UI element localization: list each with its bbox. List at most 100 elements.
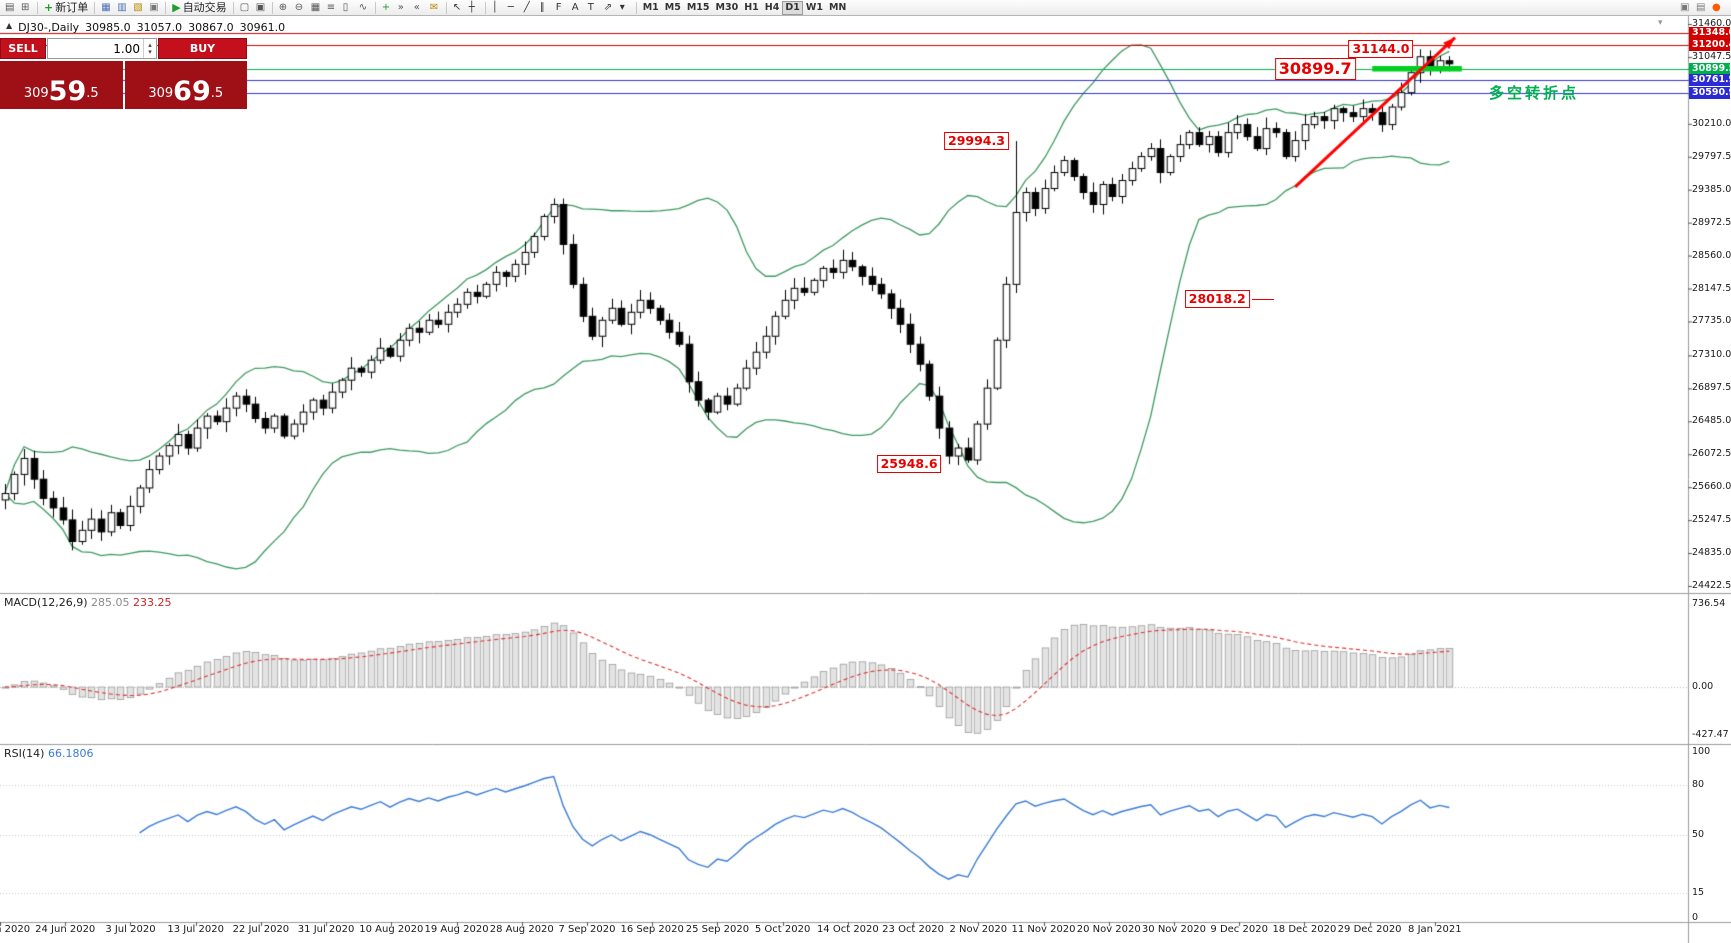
annotation-29994[interactable]: 29994.3 [944, 132, 1009, 151]
date-axis-label: 20 Nov 2020 [1076, 924, 1141, 935]
docking-icon[interactable]: ▣ [1677, 1, 1693, 15]
date-axis-label: 9 Dec 2020 [1210, 924, 1268, 935]
volume-spinner[interactable]: ▴ ▾ [143, 39, 156, 58]
date-axis-label: 7 Sep 2020 [558, 924, 616, 935]
sell-price-button[interactable]: 309 59.5 [0, 61, 123, 109]
price-dec: .5 [210, 86, 224, 101]
date-axis-label: 22 Jul 2020 [232, 924, 290, 935]
rsi-axis-label: 15 [1692, 887, 1705, 899]
date-axis-label: 10 Aug 2020 [359, 924, 424, 935]
date-axis-label: 23 Oct 2020 [882, 924, 944, 935]
timeframe-w1-button[interactable]: W1 [803, 1, 826, 15]
timeframe-h1-button[interactable]: H1 [741, 1, 762, 15]
price-axis-label: 26897.5 [1692, 382, 1731, 394]
timeframe-m1-button[interactable]: M1 [640, 1, 662, 15]
volume-up-icon[interactable]: ▴ [148, 40, 152, 49]
timeframe-m15-button[interactable]: M15 [684, 1, 713, 15]
toolbar-separator [374, 1, 376, 14]
price-axis-label: 29797.5 [1692, 150, 1731, 162]
cursor-icon[interactable]: ↖ [450, 1, 466, 15]
alert-badge-icon[interactable]: ● [1709, 1, 1725, 15]
rsi-axis-label: 50 [1692, 829, 1705, 840]
price-axis-label: 30210.0 [1692, 117, 1731, 129]
terminal-icon[interactable]: ▣ [146, 1, 162, 15]
timeframe-d1-button[interactable]: D1 [782, 0, 803, 15]
market-watch-icon[interactable]: ▦ [98, 1, 114, 15]
chart-region: ▲ DJ30-,Daily 30985.0 31057.0 30867.0 30… [0, 16, 1731, 943]
auto-trading-button[interactable]: ▶ 自动交易 [169, 1, 229, 15]
toolbar-separator [94, 1, 96, 14]
macd-axis-label: 0.00 [1692, 681, 1714, 693]
chart-canvas[interactable] [0, 16, 1731, 943]
price-tag-blue: 30590.9 [1689, 87, 1731, 100]
turning-point-note[interactable]: 多空转折点 [1489, 84, 1580, 103]
date-axis-label: 13 Jul 2020 [167, 924, 224, 935]
channel-icon[interactable]: ∥ [537, 1, 553, 15]
line-chart-mode-icon[interactable]: ∿ [356, 1, 372, 15]
cascade-windows-icon[interactable]: ▣ [253, 1, 269, 15]
tile-windows-icon[interactable]: ▢ [237, 1, 253, 15]
price-axis-label: 27735.0 [1692, 315, 1731, 327]
timeframe-h4-button[interactable]: H4 [762, 1, 783, 15]
horizontal-line-icon[interactable]: ─ [505, 1, 521, 15]
timeframe-m5-button[interactable]: M5 [662, 1, 684, 15]
new-order-button[interactable]: + 新订单 [41, 1, 91, 15]
zoom-out-icon[interactable]: ⊖ [292, 1, 308, 15]
timeframe-mn-button[interactable]: MN [826, 1, 849, 15]
date-axis-label: 30 Nov 2020 [1141, 924, 1206, 935]
volume-input[interactable] [48, 39, 143, 58]
shapes-dropdown-icon[interactable]: ▾ [617, 1, 633, 15]
add-indicator-icon[interactable]: + [379, 1, 395, 15]
close-value: 30961.0 [239, 21, 286, 34]
toolbar-separator [635, 1, 637, 14]
trendline-icon[interactable]: ╱ [521, 1, 537, 15]
volume-down-icon[interactable]: ▾ [148, 47, 152, 56]
chart-preview-icon[interactable]: ⊞ [18, 1, 34, 15]
bar-chart-mode-icon[interactable]: ≡ [324, 1, 340, 15]
price-tag-blue: 30761.9 [1689, 73, 1731, 86]
text-icon[interactable]: T [585, 1, 601, 15]
new-chart-icon[interactable]: ▤ [2, 1, 18, 15]
vertical-line-icon[interactable]: │ [489, 1, 505, 15]
toolbar-separator [271, 1, 273, 14]
volume-control: ▴ ▾ [47, 38, 157, 59]
mail-icon[interactable]: ✉ [427, 1, 443, 15]
rsi-axis-label: 80 [1692, 779, 1705, 791]
timeframe-m30-button[interactable]: M30 [713, 1, 742, 15]
arrows-tool-icon[interactable]: ⇗ [601, 1, 617, 15]
macd-signal-value: 233.25 [133, 596, 172, 609]
buy-button[interactable]: BUY [158, 38, 247, 59]
date-axis-label: 14 Oct 2020 [816, 924, 879, 935]
price-axis-label: 31047.5 [1692, 50, 1731, 62]
date-axis-label: 5 Oct 2020 [754, 924, 811, 935]
grid-icon[interactable]: ▦ [308, 1, 324, 15]
high-value: 31057.0 [136, 21, 183, 34]
macd-main-value: 285.05 [91, 596, 130, 609]
layout-icon[interactable]: ▤ [1693, 1, 1709, 15]
date-axis-label: 25 Sep 2020 [685, 924, 750, 935]
candlestick-mode-icon[interactable]: ▯ [340, 1, 356, 15]
rsi-axis-label: 100 [1692, 746, 1711, 757]
date-axis-label: 2 Nov 2020 [949, 924, 1008, 935]
chart-shift-icon[interactable]: « [411, 1, 427, 15]
zoom-in-icon[interactable]: ⊕ [276, 1, 292, 15]
price-axis-label: 24835.0 [1692, 547, 1731, 559]
annotation-31144[interactable]: 31144.0 [1348, 40, 1414, 59]
annotation-30899[interactable]: 30899.7 [1274, 57, 1356, 80]
toolbar-separator [445, 1, 447, 14]
annotation-28018[interactable]: 28018.2 [1184, 289, 1274, 308]
date-axis-label: 8 Jan 2021 [1408, 924, 1462, 935]
annotation-25948[interactable]: 25948.6 [876, 455, 942, 474]
text-label-icon[interactable]: A [569, 1, 585, 15]
fibonacci-icon[interactable]: F [553, 1, 569, 15]
data-window-icon[interactable]: ▥ [114, 1, 130, 15]
date-axis-label: 18 Dec 2020 [1272, 924, 1337, 935]
crosshair-icon[interactable]: ┼ [466, 1, 482, 15]
price-axis-label: 28147.5 [1692, 282, 1731, 294]
buy-price-button[interactable]: 309 69.5 [124, 61, 247, 109]
sell-button[interactable]: SELL [0, 38, 46, 59]
auto-scroll-icon[interactable]: » [395, 1, 411, 15]
chart-shift-marker[interactable]: ▾ [1658, 18, 1663, 28]
symbol-marker-icon: ▲ [6, 21, 13, 30]
navigator-icon[interactable]: ▧ [130, 1, 146, 15]
